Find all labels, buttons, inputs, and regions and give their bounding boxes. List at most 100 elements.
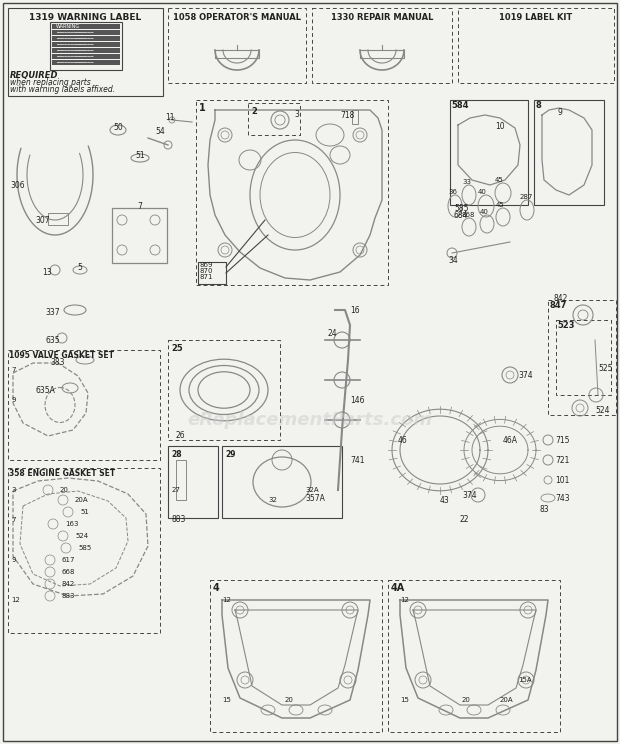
Text: 29: 29 (225, 449, 236, 458)
Bar (112, 208, 167, 263)
Text: 45: 45 (496, 202, 505, 208)
Text: 26: 26 (175, 431, 185, 440)
Bar (176, 460, 186, 500)
Text: 635A: 635A (35, 385, 55, 394)
Text: 43: 43 (440, 496, 450, 504)
Text: 32A: 32A (305, 487, 319, 493)
Text: 337: 337 (45, 307, 60, 316)
Text: 27: 27 (172, 487, 181, 493)
Text: 4A: 4A (391, 583, 405, 593)
Text: 668: 668 (62, 569, 76, 575)
Text: 7: 7 (11, 517, 16, 523)
Text: 525: 525 (598, 364, 613, 373)
Text: ─────────────: ───────────── (56, 36, 94, 40)
Bar (52, 42, 120, 47)
Text: 8: 8 (535, 101, 541, 110)
Text: 5: 5 (78, 263, 82, 272)
Text: 20A: 20A (75, 497, 89, 503)
Text: ─────────────: ───────────── (56, 42, 94, 47)
Text: 847: 847 (549, 301, 567, 310)
Bar (222, 446, 342, 518)
Text: 584: 584 (451, 101, 469, 110)
Bar (50, 22, 122, 70)
Bar (198, 262, 226, 284)
Text: 585: 585 (454, 204, 469, 213)
Text: 40: 40 (478, 189, 487, 195)
Text: 524: 524 (75, 533, 88, 539)
Text: 743: 743 (555, 493, 570, 502)
Bar (248, 103, 300, 135)
Text: 20A: 20A (500, 697, 513, 703)
Bar (8, 468, 160, 633)
Text: 24: 24 (328, 329, 338, 338)
Text: 871: 871 (199, 274, 213, 280)
Text: 9: 9 (11, 557, 16, 563)
Text: 1330 REPAIR MANUAL: 1330 REPAIR MANUAL (331, 13, 433, 22)
Text: 20: 20 (462, 697, 471, 703)
Bar (52, 48, 120, 53)
Text: 868: 868 (462, 212, 476, 218)
Text: 51: 51 (135, 150, 145, 159)
Text: 51: 51 (80, 509, 89, 515)
Bar (196, 100, 388, 285)
Text: 15: 15 (400, 697, 409, 703)
Text: 741: 741 (350, 455, 365, 464)
Text: 869: 869 (199, 262, 213, 268)
Bar (388, 580, 560, 732)
Text: 383: 383 (50, 358, 64, 367)
Text: 1019 LABEL KIT: 1019 LABEL KIT (499, 13, 573, 22)
Text: 684: 684 (454, 211, 469, 219)
Text: 1095 VALVE GASKET SET: 1095 VALVE GASKET SET (9, 351, 114, 360)
Text: 870: 870 (199, 268, 213, 274)
Text: 12: 12 (11, 597, 20, 603)
Text: 163: 163 (65, 521, 79, 527)
Text: 374: 374 (518, 371, 533, 379)
Bar (52, 30, 120, 34)
Text: 15: 15 (222, 697, 231, 703)
Text: ─────────────: ───────────── (56, 48, 94, 53)
Bar (210, 580, 382, 732)
Text: 12: 12 (222, 597, 231, 603)
Text: 842: 842 (553, 293, 567, 303)
Bar (8, 350, 160, 460)
Bar (168, 340, 280, 440)
Text: 1: 1 (199, 103, 206, 113)
Text: 3: 3 (11, 487, 16, 493)
Text: 721: 721 (555, 455, 569, 464)
Bar (215, 50, 259, 58)
Text: 357A: 357A (305, 493, 325, 502)
Text: 842: 842 (62, 581, 75, 587)
Text: 40: 40 (480, 209, 489, 215)
Text: 9: 9 (558, 107, 563, 117)
Text: 7: 7 (11, 367, 16, 373)
Bar (48, 213, 68, 225)
Text: 15A: 15A (518, 677, 531, 683)
Text: 28: 28 (171, 449, 182, 458)
Bar (548, 300, 616, 415)
Bar (534, 100, 604, 205)
Bar (52, 24, 120, 28)
Text: with warning labels affixed.: with warning labels affixed. (10, 85, 115, 94)
Text: 20: 20 (60, 487, 69, 493)
Text: 523: 523 (557, 321, 575, 330)
Text: 45: 45 (495, 177, 503, 183)
Text: ─────────────: ───────────── (56, 54, 94, 59)
Text: 34: 34 (448, 255, 458, 265)
Text: 374: 374 (462, 490, 477, 499)
Text: 2: 2 (251, 106, 257, 115)
Text: 50: 50 (113, 123, 123, 132)
Text: 46: 46 (398, 435, 408, 444)
Text: 9: 9 (11, 397, 16, 403)
Bar (168, 446, 218, 518)
Text: 635: 635 (45, 336, 60, 344)
Text: 307: 307 (35, 216, 50, 225)
Text: 83: 83 (540, 505, 549, 515)
Bar (8, 8, 163, 96)
Text: 617: 617 (62, 557, 76, 563)
Text: 146: 146 (350, 396, 365, 405)
Text: 20: 20 (285, 697, 294, 703)
Text: 13: 13 (42, 268, 51, 277)
Text: 12: 12 (400, 597, 409, 603)
Text: 524: 524 (595, 405, 609, 414)
Text: 585: 585 (78, 545, 91, 551)
